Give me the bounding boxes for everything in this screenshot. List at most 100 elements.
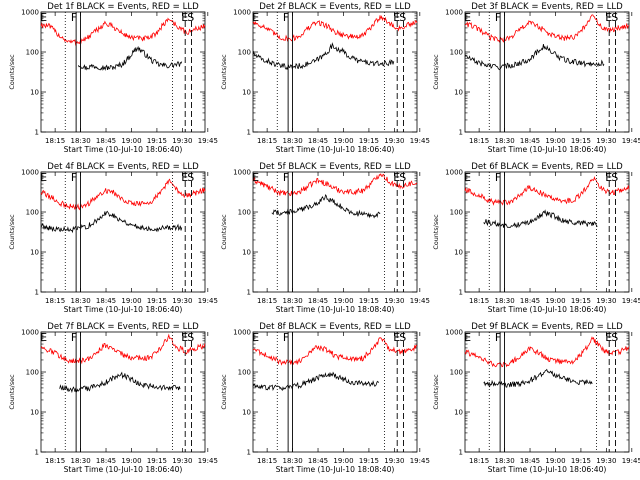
- x-tick-label: 18:15: [257, 297, 277, 305]
- x-tick-label: 18:45: [308, 137, 328, 145]
- y-axis-label: Counts/sec: [432, 214, 440, 250]
- x-tick-label: 19:30: [172, 137, 192, 145]
- x-tick-label: 19:00: [545, 457, 565, 465]
- x-tick-label: 18:30: [282, 297, 302, 305]
- y-tick-label: 100: [450, 369, 463, 377]
- y-tick-label: 10: [242, 89, 251, 97]
- x-tick-label: 19:00: [545, 137, 565, 145]
- x-tick-label: 19:15: [571, 137, 591, 145]
- events-series-line: [59, 371, 181, 394]
- panel-det-9f: Det 9f BLACK = Events, RED = LLD 1 10 100 10…: [432, 322, 640, 474]
- panel-det-3f: Det 3f BLACK = Events, RED = LLD 1 10 100 10…: [432, 2, 640, 154]
- lld-series-line: [40, 333, 206, 365]
- y-tick-label: 1000: [233, 329, 251, 337]
- events-series-line: [77, 45, 183, 72]
- events-series-line: [483, 368, 593, 388]
- x-tick-label: 19:00: [121, 457, 141, 465]
- x-axis-label: Start Time (10-Jul-10 18:06:40): [64, 305, 183, 314]
- panel-title: Det 5f BLACK = Events, RED = LLD: [259, 162, 411, 172]
- y-tick-label: 10: [30, 409, 39, 417]
- x-tick-label: 19:30: [384, 137, 404, 145]
- x-axis-label: Start Time (10-Jul-10 18:08:40): [276, 305, 395, 314]
- x-tick-label: 18:30: [494, 297, 514, 305]
- x-tick-label: 18:15: [257, 457, 277, 465]
- panel-title: Det 4f BLACK = Events, RED = LLD: [47, 162, 199, 172]
- interval-marker-label: E: [605, 171, 612, 184]
- x-tick-label: 18:15: [45, 457, 65, 465]
- interval-marker-label: E: [605, 331, 612, 344]
- interval-marker-label: E: [40, 171, 47, 184]
- y-axis-label: Counts/sec: [432, 54, 440, 90]
- interval-marker-label: S: [399, 171, 406, 184]
- x-tick-label: 19:15: [571, 457, 591, 465]
- x-axis-label: Start Time (10-Jul-10 18:06:40): [64, 465, 183, 474]
- x-axis-label: Start Time (10-Jul-10 18:06:40): [64, 145, 183, 154]
- panel-title: Det 3f BLACK = Events, RED = LLD: [471, 2, 623, 12]
- x-tick-label: 18:45: [96, 457, 116, 465]
- x-tick-label: 18:45: [520, 137, 540, 145]
- x-tick-label: 19:30: [596, 457, 616, 465]
- y-tick-label: 1000: [233, 9, 251, 17]
- x-tick-label: 19:00: [545, 297, 565, 305]
- events-series-line: [252, 42, 395, 70]
- x-tick-label: 19:15: [359, 457, 379, 465]
- x-tick-label: 18:45: [520, 297, 540, 305]
- interval-marker-label: F: [283, 171, 289, 184]
- x-tick-label: 19:45: [410, 297, 430, 305]
- plot-frame: [40, 11, 206, 133]
- y-tick-label: 1000: [21, 9, 39, 17]
- interval-marker-label: F: [283, 11, 289, 24]
- interval-marker-label: E: [393, 171, 400, 184]
- y-tick-label: 1: [459, 289, 463, 297]
- panel-det-1f: Det 1f BLACK = Events, RED = LLD 1 10 100 10…: [8, 2, 218, 154]
- x-tick-label: 18:45: [96, 137, 116, 145]
- interval-marker-label: E: [252, 11, 259, 24]
- x-tick-label: 19:00: [333, 457, 353, 465]
- x-tick-label: 18:45: [96, 297, 116, 305]
- interval-marker-label: F: [495, 171, 501, 184]
- x-axis-label: Start Time (10-Jul-10 18:06:40): [276, 145, 395, 154]
- lld-series-line: [464, 336, 630, 368]
- plot-frame: [252, 331, 418, 453]
- x-tick-label: 18:30: [70, 137, 90, 145]
- x-tick-label: 18:30: [494, 137, 514, 145]
- y-tick-label: 10: [242, 249, 251, 257]
- y-tick-label: 1: [35, 129, 39, 137]
- x-tick-label: 18:45: [308, 297, 328, 305]
- x-tick-label: 19:45: [410, 457, 430, 465]
- events-series-line: [40, 210, 183, 234]
- x-tick-label: 18:15: [45, 297, 65, 305]
- y-tick-label: 100: [238, 209, 251, 217]
- plot-frame: [464, 11, 630, 133]
- interval-marker-label: E: [181, 331, 188, 344]
- x-tick-label: 19:45: [622, 457, 640, 465]
- y-tick-label: 1000: [445, 9, 463, 17]
- panel-title: Det 1f BLACK = Events, RED = LLD: [47, 2, 199, 12]
- interval-marker-label: E: [605, 11, 612, 24]
- panel-title: Det 8f BLACK = Events, RED = LLD: [259, 322, 411, 332]
- interval-marker-label: E: [464, 331, 471, 344]
- x-tick-label: 19:15: [571, 297, 591, 305]
- y-tick-label: 10: [30, 249, 39, 257]
- y-tick-label: 10: [242, 409, 251, 417]
- x-tick-label: 18:15: [469, 137, 489, 145]
- plot-frame: [464, 331, 630, 453]
- x-tick-label: 18:45: [308, 457, 328, 465]
- lld-series-line: [464, 176, 630, 206]
- interval-marker-label: S: [611, 11, 618, 24]
- panel-det-7f: Det 7f BLACK = Events, RED = LLD 1 10 100 10…: [8, 322, 218, 474]
- plot-frame: [252, 171, 418, 293]
- y-tick-label: 1: [247, 129, 251, 137]
- y-tick-label: 100: [450, 209, 463, 217]
- plot-frame: [252, 11, 418, 133]
- y-tick-label: 1: [247, 289, 251, 297]
- interval-marker-label: S: [611, 171, 618, 184]
- interval-marker-label: E: [393, 331, 400, 344]
- y-tick-label: 100: [26, 369, 39, 377]
- x-tick-label: 19:15: [147, 297, 167, 305]
- y-tick-label: 100: [26, 49, 39, 57]
- x-tick-label: 18:15: [469, 297, 489, 305]
- interval-marker-label: S: [187, 171, 194, 184]
- panel-det-8f: Det 8f BLACK = Events, RED = LLD 1 10 100 10…: [220, 322, 430, 474]
- interval-marker-label: S: [399, 11, 406, 24]
